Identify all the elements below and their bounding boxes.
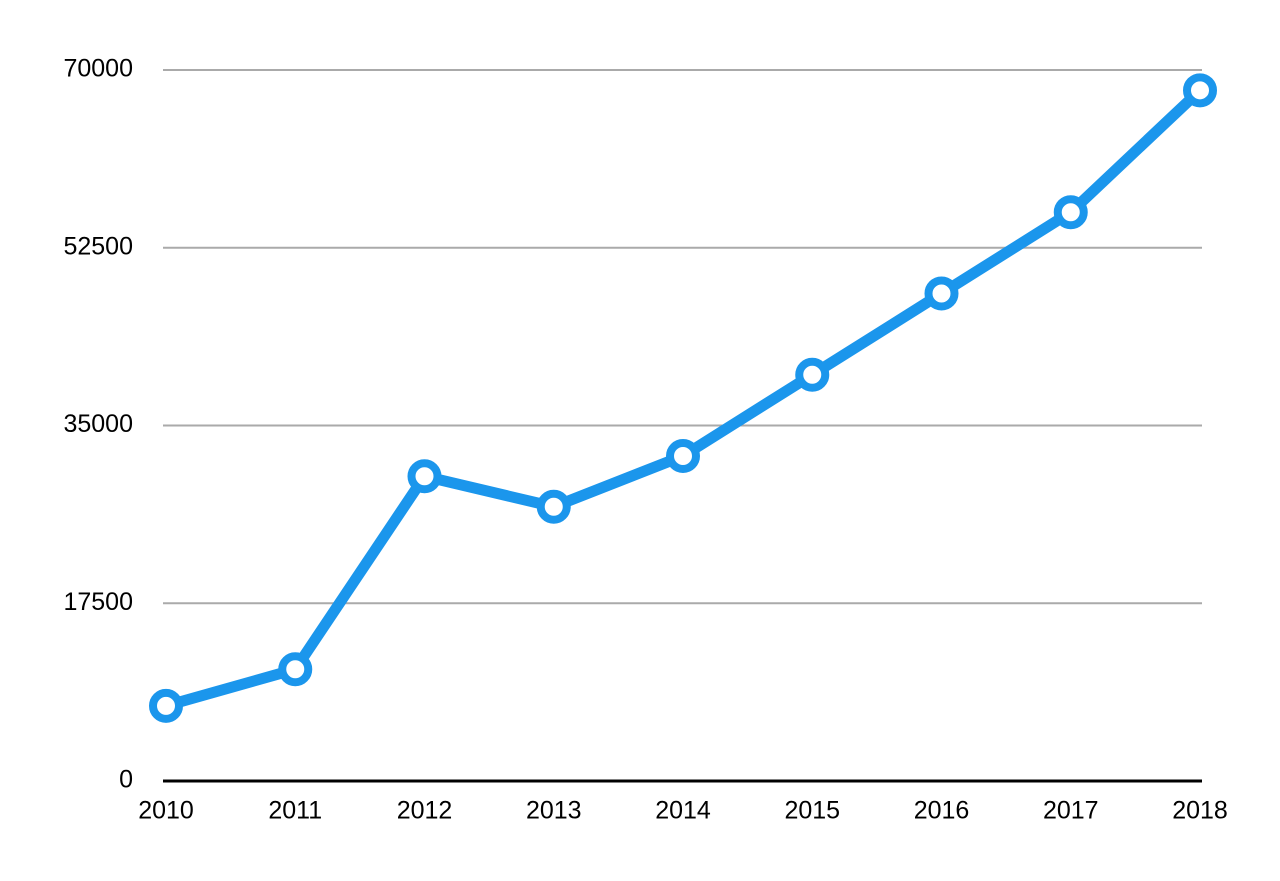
y-tick-label: 17500 bbox=[63, 588, 133, 616]
point bbox=[536, 489, 571, 524]
x-tick-label: 2015 bbox=[784, 797, 840, 825]
x-tick-label: 2012 bbox=[397, 797, 453, 825]
line bbox=[160, 84, 1206, 712]
x-tick-label: 2010 bbox=[138, 797, 194, 825]
point bbox=[666, 438, 700, 473]
point bbox=[149, 688, 183, 723]
point bbox=[795, 357, 830, 392]
point bbox=[1183, 73, 1217, 108]
y-tick-label: 35000 bbox=[63, 410, 133, 438]
y-tick-label: 52500 bbox=[63, 232, 133, 260]
point bbox=[924, 276, 959, 311]
y-tick-label: 70000 bbox=[63, 55, 133, 83]
x-tick-label: 2016 bbox=[914, 797, 970, 825]
x-tick-label: 2017 bbox=[1043, 797, 1099, 825]
point bbox=[407, 459, 442, 494]
x-tick-label: 2018 bbox=[1172, 797, 1228, 825]
point bbox=[278, 652, 313, 687]
x-tick-label: 2014 bbox=[655, 797, 711, 825]
point bbox=[1053, 195, 1088, 230]
x-tick-label: 2011 bbox=[268, 797, 322, 825]
y-tick-label: 0 bbox=[119, 766, 133, 794]
x-tick-label: 2013 bbox=[526, 797, 582, 825]
